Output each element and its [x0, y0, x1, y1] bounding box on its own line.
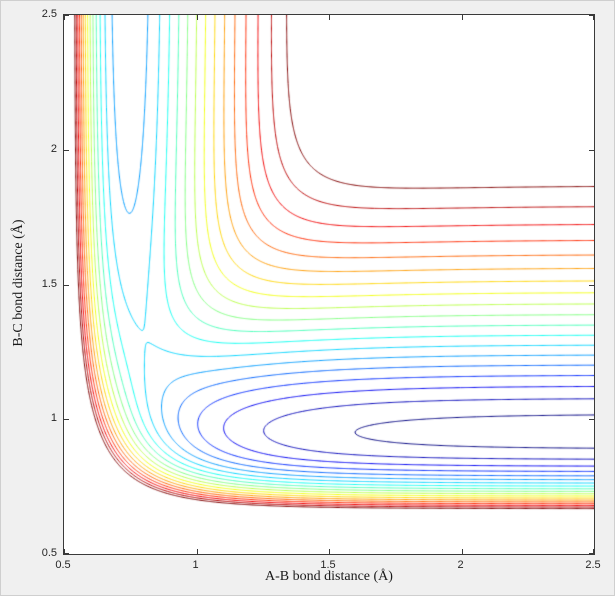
x-tick-label: 1.5 [320, 559, 336, 571]
x-tick-mark [461, 15, 463, 20]
y-tick-mark [64, 553, 69, 554]
y-tick-mark [589, 284, 594, 286]
x-tick-mark [329, 549, 330, 554]
y-tick-mark [589, 149, 594, 151]
x-tick-label: 2 [457, 559, 464, 571]
y-tick-label: 2 [50, 142, 57, 155]
x-tick-mark [64, 15, 65, 20]
y-tick-mark [64, 149, 69, 151]
y-tick-label: 1.5 [41, 277, 57, 290]
x-tick-mark [196, 549, 198, 554]
x-axis-label: A-B bond distance (Å) [265, 569, 393, 584]
x-tick-mark [593, 15, 594, 20]
y-tick-mark [589, 15, 594, 16]
y-tick-mark [64, 15, 69, 16]
x-tick-label: 1 [192, 559, 199, 571]
x-tick-mark [461, 549, 463, 554]
y-axis-label: B-C bond distance (Å) [11, 219, 26, 347]
y-tick-mark [64, 419, 69, 421]
y-tick-mark [64, 284, 69, 286]
plot-area [63, 14, 595, 555]
x-tick-label: 0.5 [55, 559, 71, 571]
x-tick-mark [329, 15, 330, 20]
x-tick-mark [593, 549, 594, 554]
y-tick-mark [589, 419, 594, 421]
y-tick-mark [589, 553, 594, 554]
y-tick-label: 0.5 [41, 547, 57, 559]
x-tick-mark [196, 15, 198, 20]
y-tick-label: 1 [50, 412, 57, 425]
x-tick-mark [64, 549, 65, 554]
y-tick-label: 2.5 [41, 8, 57, 20]
contour-canvas [64, 15, 594, 554]
x-tick-label: 2.5 [585, 559, 601, 571]
